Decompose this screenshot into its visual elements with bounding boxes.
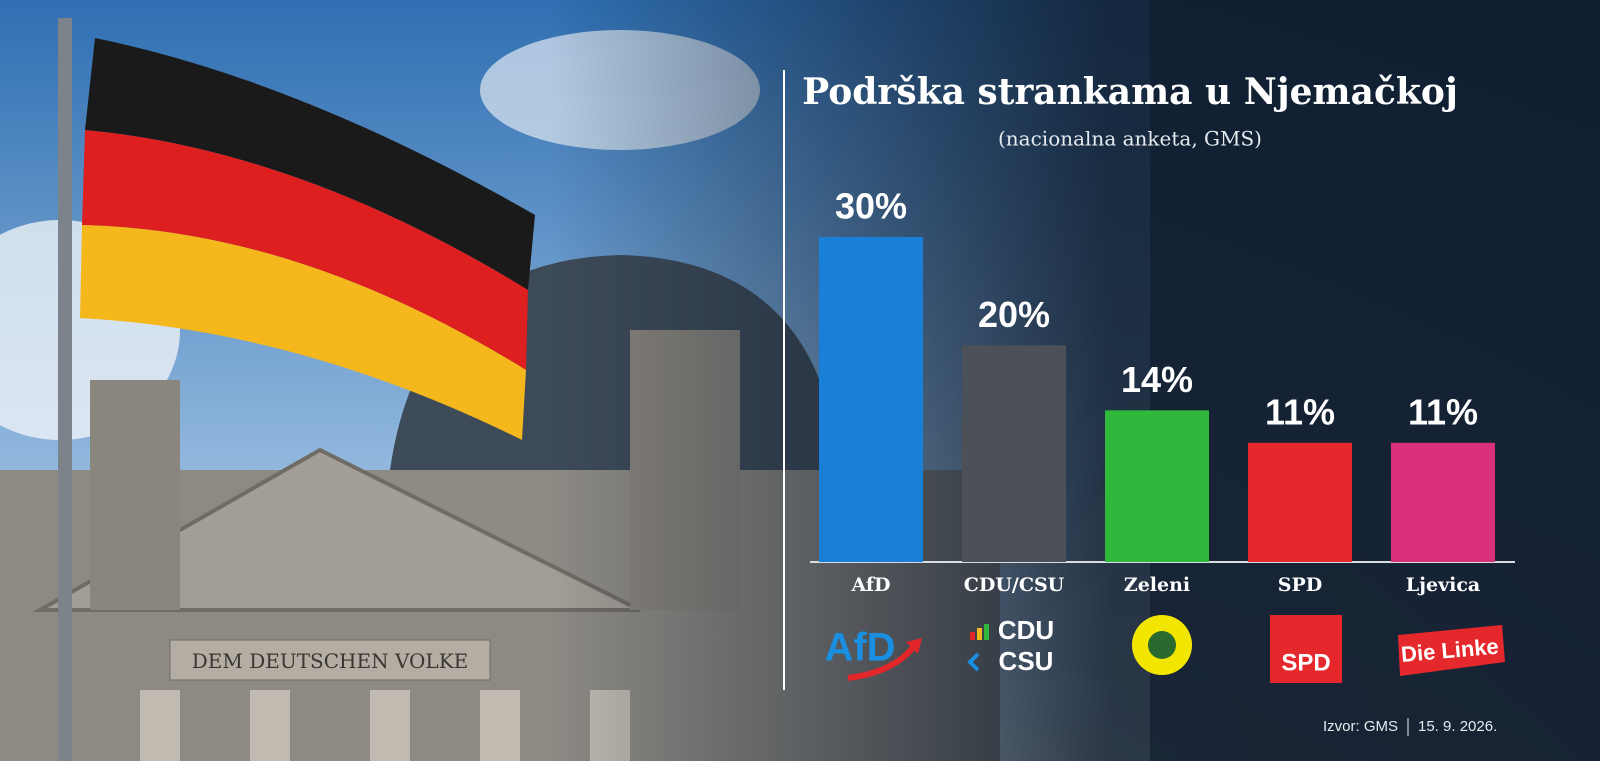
- chart-title: Podrška strankama u Njemačkoj: [802, 71, 1458, 113]
- logo-text: CDU: [998, 615, 1054, 645]
- spd-logo: SPD: [1270, 615, 1342, 683]
- logo-text: AfD: [824, 626, 895, 670]
- logo-text: SPD: [1281, 649, 1330, 676]
- cdu-csu-logo: CDU CSU: [967, 615, 1054, 676]
- bar: [1105, 410, 1209, 562]
- bar: [962, 345, 1066, 562]
- linke-logo: Die Linke: [1398, 625, 1505, 676]
- category-label: CDU/CSU: [964, 574, 1065, 596]
- value-label: 11%: [1265, 391, 1335, 432]
- date: 15. 9. 2026.: [1418, 718, 1497, 735]
- category-label: Ljevica: [1406, 574, 1480, 596]
- source: Izvor: GMS: [1323, 718, 1398, 735]
- category-label: Zeleni: [1124, 574, 1190, 596]
- logo-text: CSU: [999, 646, 1054, 676]
- bar: [819, 237, 923, 562]
- green-sunflower-logo: [1132, 615, 1192, 675]
- value-label: 20%: [978, 294, 1050, 335]
- bar: [1248, 442, 1352, 562]
- chart-subtitle: (nacionalna anketa, GMS): [998, 127, 1262, 151]
- afd-logo: AfD: [824, 626, 922, 681]
- party-logos: AfD CDU CSU SPD Die Linke: [824, 615, 1505, 683]
- value-label: 30%: [835, 186, 907, 227]
- category-label: SPD: [1278, 574, 1323, 596]
- value-label: 11%: [1408, 391, 1478, 432]
- category-label: AfD: [850, 574, 890, 596]
- photo-inscription: DEM DEUTSCHEN VOLKE: [192, 649, 469, 673]
- bar: [1391, 442, 1495, 562]
- value-label: 14%: [1121, 359, 1193, 400]
